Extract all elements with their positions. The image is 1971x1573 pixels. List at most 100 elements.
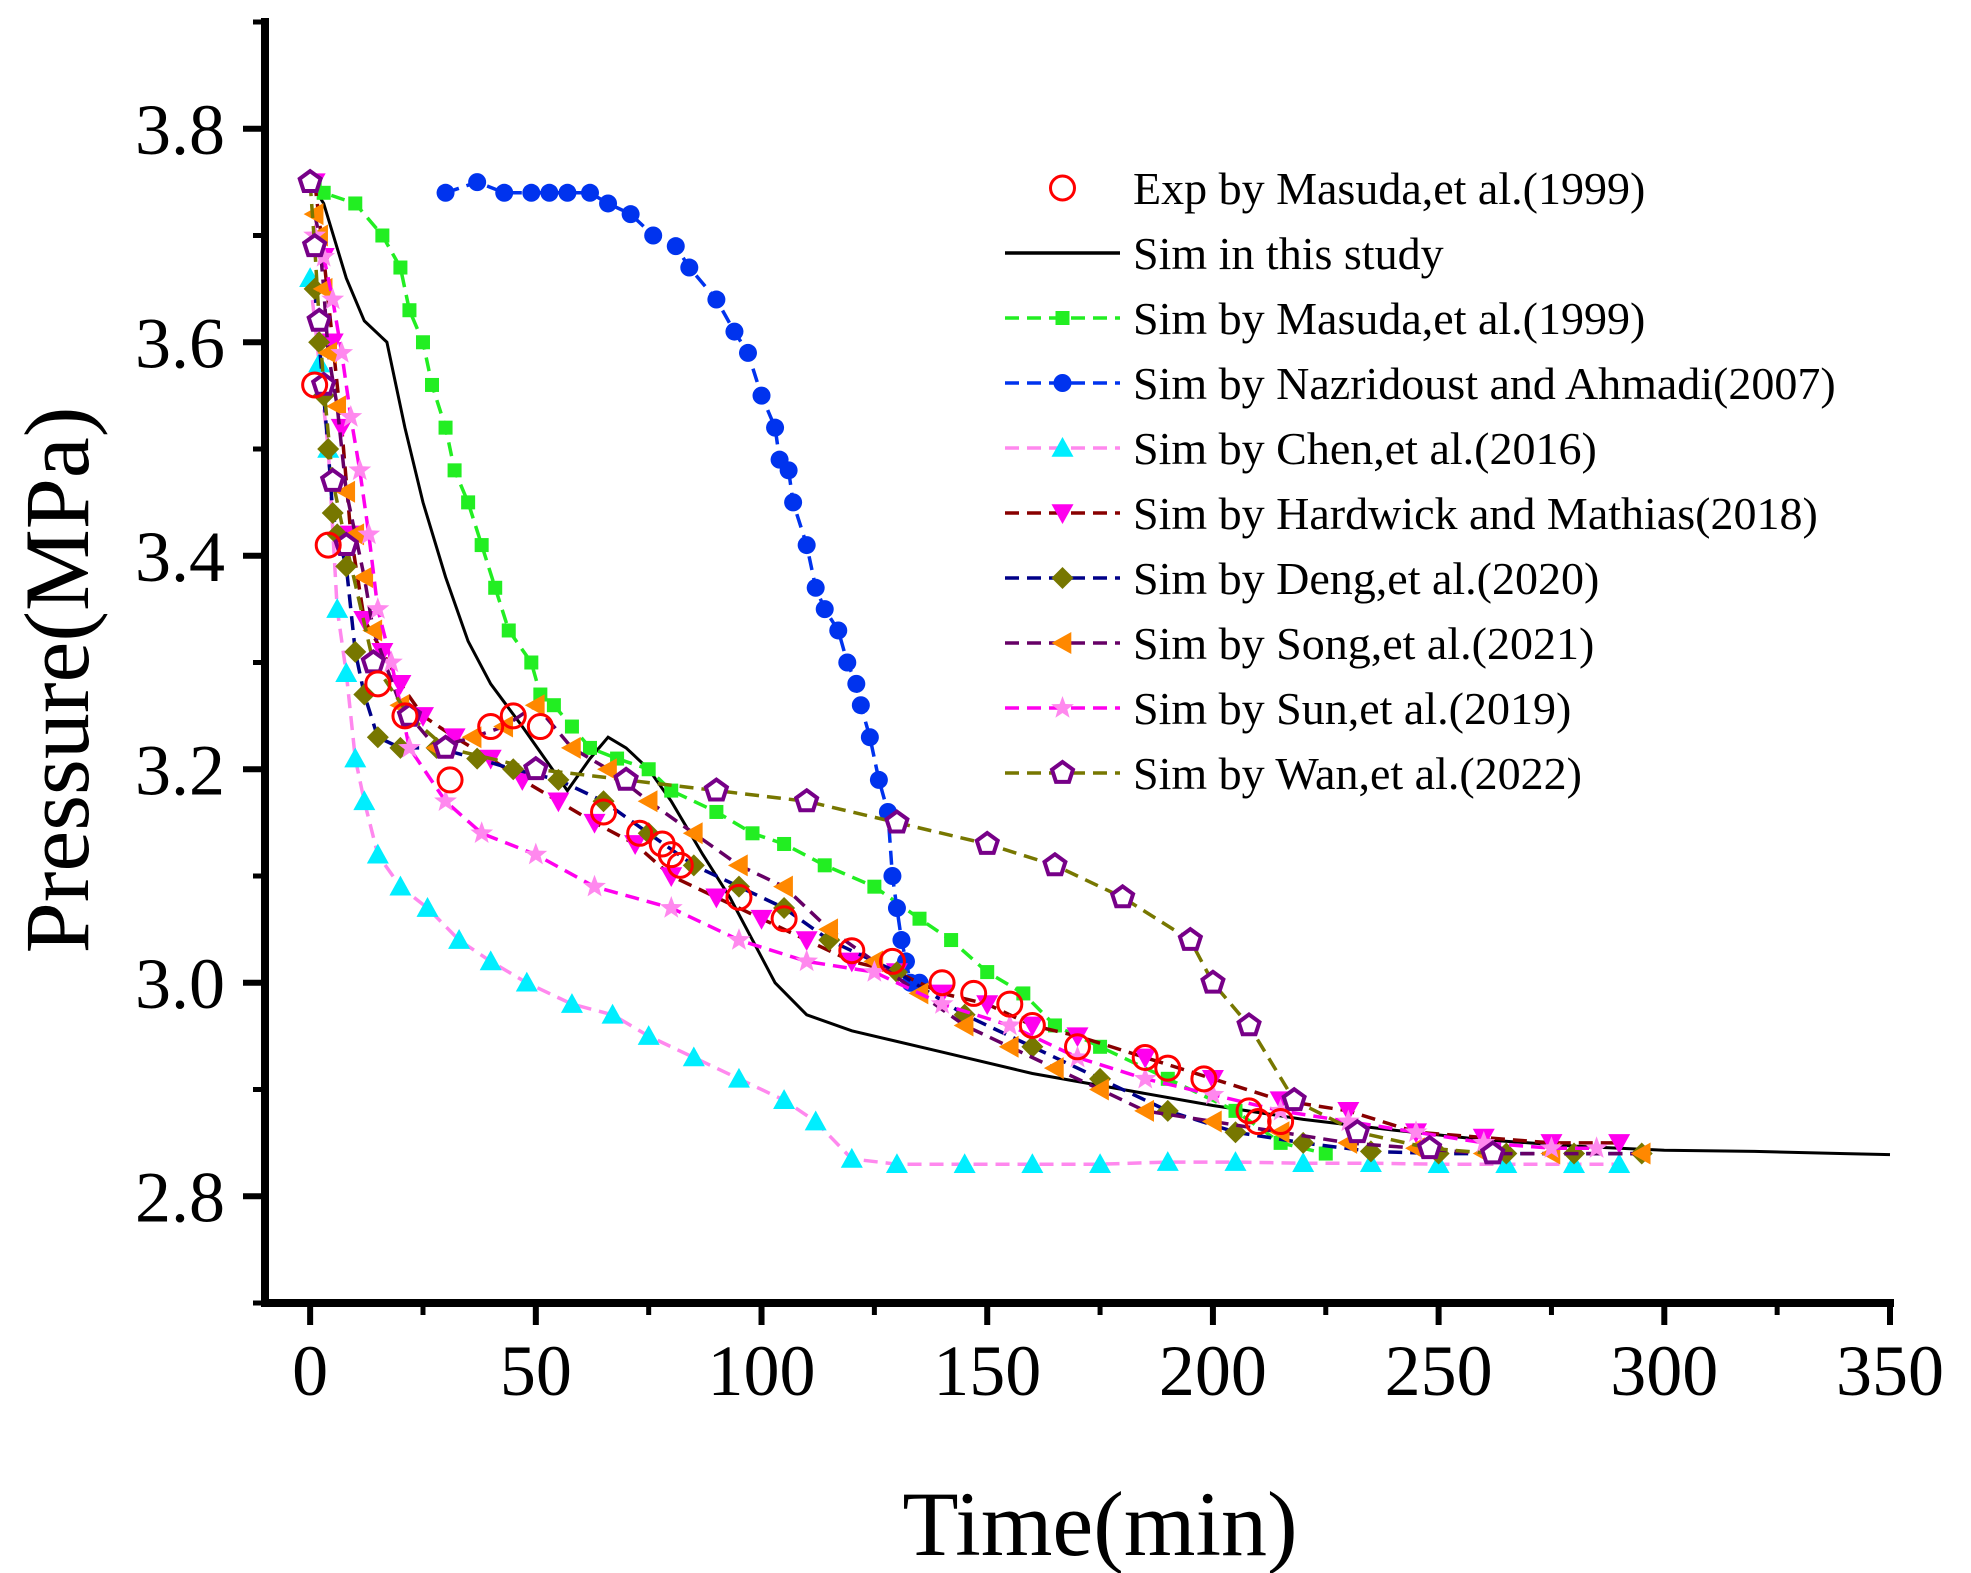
data-point xyxy=(321,287,345,310)
data-point xyxy=(297,168,323,193)
data-point xyxy=(366,843,389,864)
data-point xyxy=(659,896,683,918)
series-5 xyxy=(299,267,1631,1174)
legend-label: Sim by Chen,et al.(2016) xyxy=(1133,423,1597,474)
data-point xyxy=(621,205,640,224)
x-tick-label: 150 xyxy=(933,1331,1041,1411)
data-point xyxy=(391,702,419,730)
x-axis-title: Time(min) xyxy=(902,1473,1297,1573)
data-point xyxy=(613,766,639,791)
data-point xyxy=(326,598,349,618)
legend-label: Sim by Sun,et al.(2019) xyxy=(1133,683,1571,734)
data-point xyxy=(348,196,363,211)
data-point xyxy=(703,777,730,802)
data-point xyxy=(389,875,412,896)
data-point xyxy=(745,826,760,841)
series-1 xyxy=(301,371,1295,1136)
data-point xyxy=(1156,1151,1179,1171)
data-point xyxy=(353,566,374,589)
data-point xyxy=(1472,1130,1496,1153)
data-point xyxy=(928,969,956,997)
data-point xyxy=(321,333,344,354)
data-point xyxy=(443,728,466,749)
data-point xyxy=(637,790,658,813)
data-point xyxy=(738,343,757,362)
data-point xyxy=(357,522,381,545)
legend-label: Sim by Masuda,et al.(1999) xyxy=(1133,293,1645,344)
data-point xyxy=(1200,969,1226,994)
data-point xyxy=(353,790,376,811)
data-point xyxy=(847,674,866,693)
data-point xyxy=(583,740,597,755)
data-point xyxy=(393,260,408,275)
data-point xyxy=(522,183,541,202)
x-tick-label: 300 xyxy=(1610,1331,1718,1411)
data-point xyxy=(515,971,538,992)
data-point xyxy=(829,621,848,640)
data-point xyxy=(362,619,383,642)
data-point xyxy=(953,1153,976,1174)
legend-marker xyxy=(1051,632,1072,654)
data-point xyxy=(319,467,346,492)
data-point xyxy=(326,395,347,418)
legend-item: Sim by Hardwick and Mathias(2018) xyxy=(1005,488,1818,539)
y-tick-label: 2.8 xyxy=(135,1157,225,1237)
legend-marker xyxy=(1055,311,1070,325)
legend-label: Sim by Nazridoust and Ahmadi(2007) xyxy=(1133,358,1836,409)
data-point xyxy=(863,960,886,982)
data-point xyxy=(335,555,358,578)
y-axis-title: Pressure(MPa) xyxy=(6,407,108,954)
data-point xyxy=(526,713,554,741)
data-point xyxy=(425,377,440,392)
data-point xyxy=(727,928,751,950)
data-point xyxy=(564,719,579,734)
data-point xyxy=(523,755,549,781)
data-point xyxy=(468,173,487,192)
legend-marker xyxy=(1049,759,1076,784)
legend-marker xyxy=(1049,174,1076,202)
data-point xyxy=(626,819,654,847)
data-point xyxy=(1089,1153,1112,1174)
data-point xyxy=(707,290,726,309)
data-point xyxy=(1021,1153,1044,1174)
data-point xyxy=(560,736,581,759)
data-point xyxy=(316,185,331,200)
data-point xyxy=(499,702,527,730)
data-point xyxy=(434,789,457,811)
x-tick-label: 350 xyxy=(1836,1331,1944,1411)
data-point xyxy=(784,493,803,512)
data-point xyxy=(547,792,570,813)
data-point xyxy=(644,226,663,245)
data-point xyxy=(725,883,753,911)
x-tick-label: 250 xyxy=(1385,1331,1493,1411)
data-point xyxy=(436,183,455,202)
data-point xyxy=(1089,1078,1109,1101)
legend-marker xyxy=(1053,374,1072,392)
data-point xyxy=(777,836,792,851)
data-point xyxy=(558,183,577,202)
legend-item: Sim by Song,et al.(2021) xyxy=(1005,618,1594,669)
data-point xyxy=(1131,1043,1159,1071)
data-point xyxy=(998,1013,1022,1036)
data-point xyxy=(448,929,471,949)
data-point xyxy=(583,874,606,897)
data-point xyxy=(581,183,599,202)
data-point xyxy=(547,768,570,791)
legend-label: Sim by Deng,et al.(2020) xyxy=(1133,553,1599,604)
data-point xyxy=(953,1014,974,1037)
data-point xyxy=(1228,1103,1243,1118)
data-point xyxy=(727,1067,750,1088)
data-point xyxy=(869,770,888,789)
data-point xyxy=(818,918,839,941)
data-point xyxy=(339,405,363,427)
data-point xyxy=(375,228,390,243)
data-point xyxy=(380,650,403,673)
data-point xyxy=(892,931,911,950)
data-point xyxy=(1281,1086,1307,1112)
data-point xyxy=(474,538,489,553)
data-point xyxy=(301,371,329,399)
data-point xyxy=(317,341,337,364)
data-point xyxy=(432,734,459,759)
data-point xyxy=(666,851,694,879)
data-point xyxy=(773,875,793,898)
